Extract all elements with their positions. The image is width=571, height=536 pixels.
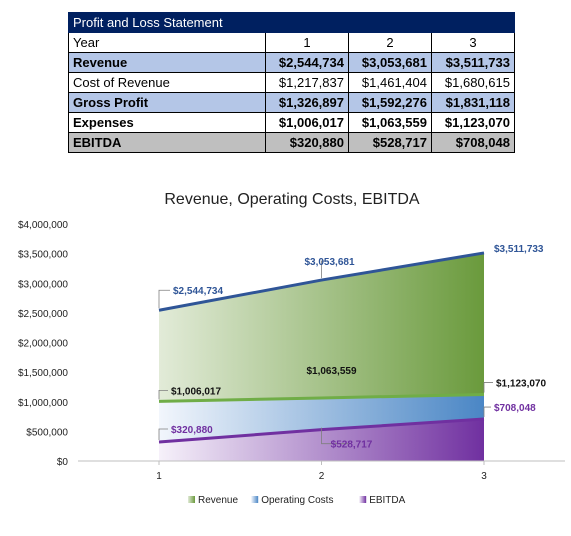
table-row-gross-profit: Gross Profit $1,326,897 $1,592,276 $1,83… (68, 92, 515, 113)
y-tick-label: $3,500,000 (18, 250, 68, 261)
legend-label: Revenue (198, 495, 238, 506)
row-label: Gross Profit (68, 92, 266, 113)
table-cell: $1,592,276 (348, 92, 432, 113)
table-cell: $1,123,070 (431, 112, 515, 133)
x-tick-label: 1 (156, 471, 162, 482)
table-cell: $3,511,733 (431, 52, 515, 73)
y-tick-label: $1,000,000 (18, 398, 68, 409)
table-cell: $1,326,897 (265, 92, 349, 113)
chart-title: Revenue, Operating Costs, EBITDA (164, 191, 420, 208)
data-label: $3,053,681 (304, 257, 354, 268)
x-axis: 1 2 3 (78, 460, 565, 482)
data-label: $3,511,733 (494, 244, 544, 255)
table-row-cost-of-revenue: Cost of Revenue $1,217,837 $1,461,404 $1… (68, 72, 515, 93)
data-label-leader (158, 428, 168, 440)
area-layer (159, 252, 484, 461)
table-cell: $2,544,734 (265, 52, 349, 73)
table-row-expenses: Expenses $1,006,017 $1,063,559 $1,123,07… (68, 112, 515, 133)
row-label: Cost of Revenue (68, 72, 266, 93)
data-label-leader (483, 406, 491, 418)
data-label: $320,880 (171, 425, 213, 436)
data-label: $708,048 (494, 403, 536, 414)
line-operating-costs (158, 392, 485, 403)
table-cell: $708,048 (431, 132, 515, 153)
y-tick-label: $4,000,000 (18, 220, 68, 231)
profit-loss-table: Profit and Loss Statement Year 1 2 3 Rev… (68, 12, 515, 153)
year-header-cell: 1 (265, 32, 349, 53)
y-tick-label: $1,500,000 (18, 368, 68, 379)
table-row-ebitda: EBITDA $320,880 $528,717 $708,048 (68, 132, 515, 153)
table-cell: $1,063,559 (348, 112, 432, 133)
year-header-label: Year (68, 32, 266, 53)
data-label: $1,123,070 (496, 378, 546, 389)
data-label-leader (321, 427, 349, 445)
y-tick-label: $2,500,000 (18, 309, 68, 320)
year-header-cell: 3 (431, 32, 515, 53)
row-label: Revenue (68, 52, 266, 73)
y-tick-label: $0 (57, 457, 69, 468)
data-label-layer: $2,544,734 $3,053,681 $3,511,733 $1,006,017… (158, 244, 546, 451)
line-revenue (158, 251, 485, 312)
legend-label: EBITDA (369, 495, 405, 506)
area-chart: Revenue, Operating Costs, EBITDA $0 $500,… (18, 191, 565, 506)
table-cell: $3,053,681 (348, 52, 432, 73)
data-label: $1,006,017 (171, 386, 221, 397)
y-tick-label: $3,000,000 (18, 279, 68, 290)
data-label: $2,544,734 (173, 286, 223, 297)
y-axis: $0 $500,000 $1,000,000 $1,500,000 $2,000,000… (18, 220, 68, 468)
table-header-row: Year 1 2 3 (68, 32, 515, 53)
data-label-leader (158, 389, 168, 400)
data-label-leader (321, 260, 327, 279)
table-cell: $1,006,017 (265, 112, 349, 133)
table-title-row: Profit and Loss Statement (68, 12, 515, 33)
y-tick-label: $500,000 (26, 427, 68, 438)
table-title: Profit and Loss Statement (68, 12, 515, 33)
data-label: $528,717 (331, 440, 373, 451)
x-tick-label: 3 (481, 471, 487, 482)
y-tick-label: $2,000,000 (18, 339, 68, 350)
legend-swatch (188, 496, 195, 503)
table-cell: $1,461,404 (348, 72, 432, 93)
x-tick-label: 2 (319, 471, 325, 482)
legend-swatch (359, 496, 367, 503)
chart-legend: Revenue Operating Costs EBITDA (188, 495, 406, 506)
table-cell: $1,217,837 (265, 72, 349, 93)
data-label-leader (483, 382, 493, 393)
data-label-leader (158, 289, 170, 309)
table-cell: $528,717 (348, 132, 432, 153)
legend-swatch (251, 496, 259, 503)
table-cell: $1,831,118 (431, 92, 515, 113)
data-label: $1,063,559 (306, 366, 356, 377)
row-label: Expenses (68, 112, 266, 133)
row-label: EBITDA (68, 132, 266, 153)
table-cell: $320,880 (265, 132, 349, 153)
legend-label: Operating Costs (261, 495, 333, 506)
table-row-revenue: Revenue $2,544,734 $3,053,681 $3,511,733 (68, 52, 515, 73)
table-cell: $1,680,615 (431, 72, 515, 93)
year-header-cell: 2 (348, 32, 432, 53)
